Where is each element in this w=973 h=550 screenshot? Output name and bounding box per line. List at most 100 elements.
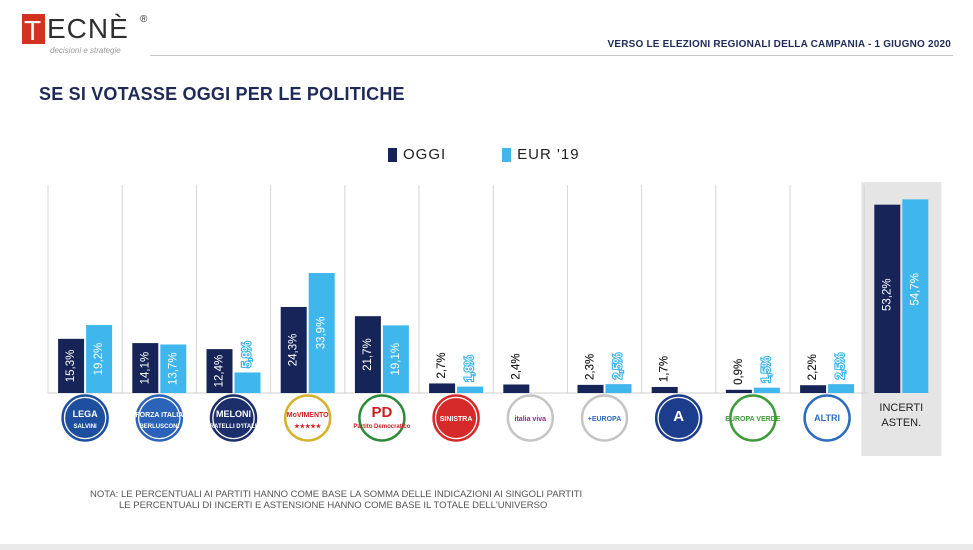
movimento-5-stelle-logo-fill [287, 398, 328, 438]
altri-logo-fill [807, 398, 848, 438]
footnote-line-2: LE PERCENTUALI DI INCERTI E ASTENSIONE H… [119, 500, 548, 511]
data-label: 21,7% [362, 338, 374, 371]
data-label: 2,5% [613, 353, 625, 379]
data-label: 33,9% [316, 317, 328, 350]
data-label: 2,2% [807, 354, 819, 380]
data-label: 13,7% [167, 352, 179, 385]
bar-oggi [800, 385, 827, 393]
bar-eur19 [308, 272, 335, 393]
data-label: 5,8% [242, 341, 254, 367]
category-label: ASTEN. [881, 417, 921, 429]
bar-eur19 [902, 199, 929, 393]
bar-eur19 [828, 384, 855, 393]
category-logo-text: +EUROPA [588, 416, 622, 423]
bar-eur19 [605, 384, 632, 393]
tecne-logo: T ECNÈ ® decisioni e strategie [22, 12, 172, 55]
data-label: 1,8% [464, 356, 476, 382]
la-sinistra-logo-fill [436, 398, 477, 438]
data-label: 2,5% [835, 353, 847, 379]
header-title: VERSO LE ELEZIONI REGIONALI DELLA CAMPAN… [607, 39, 951, 50]
forza-italia-logo-fill [139, 398, 180, 438]
data-label: 2,5% [835, 353, 847, 379]
data-label: 2,5% [613, 353, 625, 379]
bar-oggi [577, 384, 604, 393]
category-logo-text: FORZA ITALIA [135, 412, 183, 419]
data-label: 14,1% [139, 352, 151, 385]
logo-text: ECNÈ [47, 13, 129, 44]
category-label: INCERTI [879, 402, 923, 414]
data-label: 2,4% [510, 353, 522, 379]
header-divider [150, 55, 953, 56]
category-logo-text: EUROPA VERDE [725, 416, 781, 423]
data-label: 5,8% [242, 341, 254, 367]
bar-oggi [280, 306, 307, 393]
category-logo-text: PD [371, 404, 392, 421]
data-label: 0,9% [733, 359, 745, 385]
chart-legend: OGGI EUR '19 [388, 146, 580, 163]
legend-swatch-eur19 [502, 147, 512, 162]
category-logo-text: MoVIMENTO [287, 412, 329, 419]
data-label: 0,9% [733, 359, 745, 385]
category-logo-text: A [673, 408, 684, 425]
data-label: 2,3% [585, 354, 597, 380]
bar-eur19 [753, 387, 780, 393]
logo-mark: T [22, 14, 45, 46]
bar-eur19 [160, 344, 187, 393]
bar-eur19 [234, 372, 261, 393]
lega-logo-fill [65, 398, 106, 438]
partito-democratico-logo-fill [361, 398, 402, 438]
legend-swatch-oggi [388, 147, 397, 162]
data-label: 19,2% [93, 343, 105, 376]
data-label: 2,7% [436, 352, 448, 378]
category-logo-text: ALTRI [814, 413, 840, 423]
bar-oggi [354, 316, 381, 393]
data-label: 2,7% [436, 352, 448, 378]
bar-oggi [58, 338, 85, 393]
europa-verde-logo-fill [732, 398, 773, 438]
bar-oggi [429, 383, 456, 393]
footnote-line-1: NOTA: LE PERCENTUALI AI PARTITI HANNO CO… [90, 489, 583, 500]
data-label: 15,3% [65, 350, 77, 383]
category-logo-text: MELONI [216, 409, 251, 419]
data-label: 54,7% [909, 273, 921, 306]
legend-item-eur19: EUR '19 [502, 146, 579, 163]
data-label: 1,7% [659, 356, 671, 382]
bar-oggi [206, 349, 233, 393]
data-label: 2,4% [510, 353, 522, 379]
category-logo-sub: ★★★★★ [294, 423, 322, 430]
legend-label-oggi: OGGI [403, 146, 447, 163]
category-logo-text: SINISTRA [440, 416, 473, 423]
bar-oggi [725, 389, 752, 393]
legend-label-eur19: EUR '19 [517, 146, 580, 163]
data-label: 12,4% [214, 355, 226, 388]
incerti-highlight-bg [861, 182, 942, 456]
piu-europa-logo-fill [584, 398, 625, 438]
category-logo-sub: SALVINI [73, 424, 97, 430]
bar-eur19 [382, 325, 409, 393]
bar-oggi [651, 386, 678, 393]
data-label: 1,8% [464, 356, 476, 382]
legend-item-oggi: OGGI [388, 146, 446, 163]
italia-viva-logo-fill [510, 398, 551, 438]
data-label: 1,5% [761, 357, 773, 383]
bar-eur19 [457, 386, 484, 393]
footnote: NOTA: LE PERCENTUALI AI PARTITI HANNO CO… [90, 489, 582, 511]
registered-mark: ® [140, 14, 148, 25]
azione-logo-fill [658, 398, 699, 438]
category-logo-text: italia viva [515, 416, 547, 423]
logo-letter: T [24, 15, 42, 46]
data-label: 53,2% [881, 278, 893, 311]
bar-eur19 [86, 325, 113, 393]
category-logo-text: LEGA [73, 409, 99, 419]
logo-tagline: decisioni e strategie [50, 46, 121, 55]
data-label: 19,1% [390, 343, 402, 376]
data-label: 24,3% [288, 334, 300, 367]
data-label: 1,7% [659, 356, 671, 382]
fratelli-ditalia-logo-fill [213, 398, 254, 438]
data-label: 2,3% [585, 354, 597, 380]
bar-oggi [874, 204, 901, 393]
page-title: SE SI VOTASSE OGGI PER LE POLITICHE [39, 84, 405, 104]
bottom-bar [0, 544, 973, 550]
data-label: 1,5% [761, 357, 773, 383]
category-logo-sub: FRATELLI D'ITALIA [206, 424, 262, 430]
